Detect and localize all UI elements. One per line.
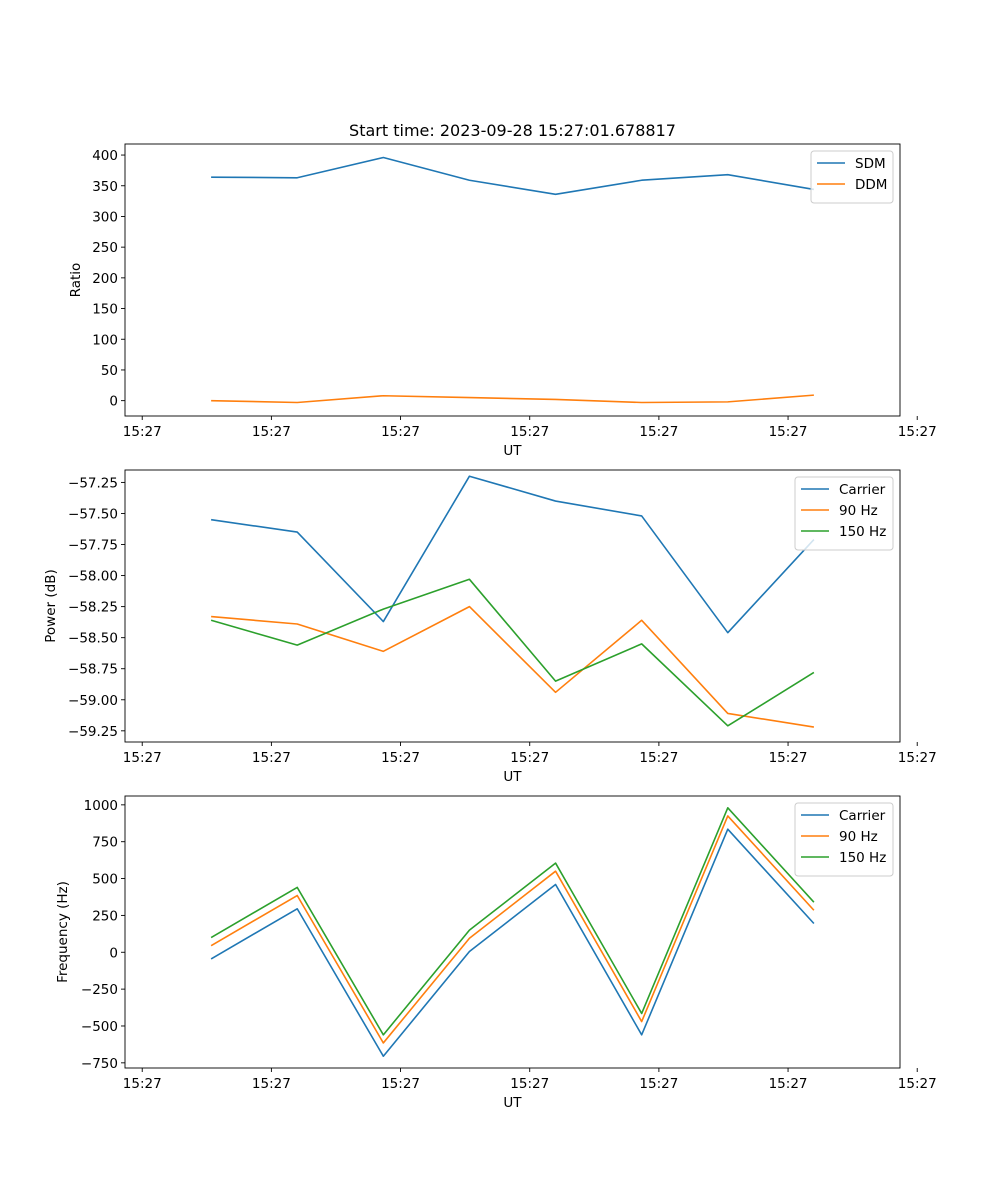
ratio-x-tick-label: 15:27 bbox=[510, 424, 549, 440]
ratio-y-tick-label: 400 bbox=[92, 148, 118, 164]
ratio-x-tick-label: 15:27 bbox=[252, 424, 291, 440]
power-y-tick-label: −58.00 bbox=[68, 569, 118, 585]
frequency-y-tick-label: 750 bbox=[92, 835, 118, 851]
power-y-tick-label: −58.50 bbox=[68, 631, 118, 647]
power-y-tick-label: −57.25 bbox=[68, 475, 118, 491]
ratio-y-tick-label: 50 bbox=[101, 363, 118, 379]
frequency-y-tick-label: −500 bbox=[81, 1019, 118, 1035]
frequency-x-tick-label: 15:27 bbox=[123, 1076, 162, 1092]
frequency-x-tick-label: 15:27 bbox=[639, 1076, 678, 1092]
ratio-y-tick-label: 300 bbox=[92, 209, 118, 225]
power-y-tick-label: −57.75 bbox=[68, 538, 118, 554]
ratio-legend-label-sdm: SDM bbox=[855, 156, 886, 172]
power-x-tick-label: 15:27 bbox=[769, 750, 808, 766]
ratio-x-tick-label: 15:27 bbox=[639, 424, 678, 440]
ratio-x-tick-label: 15:27 bbox=[898, 424, 937, 440]
power-x-tick-label: 15:27 bbox=[510, 750, 549, 766]
frequency-y-tick-label: −750 bbox=[81, 1056, 118, 1072]
frequency-legend-label-carrier: Carrier bbox=[839, 808, 886, 824]
frequency-x-tick-label: 15:27 bbox=[381, 1076, 420, 1092]
power-series-90-hz-line bbox=[211, 605, 815, 728]
ratio-series-ddm-line bbox=[211, 394, 814, 404]
power-x-tick-label: 15:27 bbox=[381, 750, 420, 766]
frequency-x-tick-label: 15:27 bbox=[898, 1076, 937, 1092]
frequency-y-axis-label: Frequency (Hz) bbox=[55, 881, 71, 983]
power-x-tick-label: 15:27 bbox=[639, 750, 678, 766]
ratio-x-tick-label: 15:27 bbox=[769, 424, 808, 440]
ratio-x-tick-label: 15:27 bbox=[381, 424, 420, 440]
frequency-x-tick-label: 15:27 bbox=[252, 1076, 291, 1092]
power-y-tick-label: −59.00 bbox=[68, 693, 118, 709]
power-x-tick-label: 15:27 bbox=[898, 750, 937, 766]
figure-title: Start time: 2023-09-28 15:27:01.678817 bbox=[349, 121, 676, 140]
frequency-y-tick-label: −250 bbox=[81, 982, 118, 998]
power-y-tick-label: −59.25 bbox=[68, 724, 118, 740]
ratio-legend bbox=[810, 150, 894, 204]
power-panel: 15:27 15:27 15:27 15:27 15:27 15:27 15:27 −57.2… bbox=[43, 469, 937, 785]
ratio-x-axis-label: UT bbox=[503, 443, 522, 459]
frequency-series-150-hz-line bbox=[210, 806, 815, 1036]
frequency-axes-frame bbox=[124, 795, 901, 1069]
frequency-x-tick-label: 15:27 bbox=[769, 1076, 808, 1092]
power-y-tick-label: −58.25 bbox=[68, 600, 118, 616]
frequency-legend-label-90-hz: 90 Hz bbox=[839, 829, 878, 845]
ratio-y-tick-label: 250 bbox=[92, 240, 118, 256]
power-legend-label-90-hz: 90 Hz bbox=[839, 503, 878, 519]
ratio-y-tick-label: 350 bbox=[92, 179, 118, 195]
frequency-x-axis-label: UT bbox=[503, 1095, 522, 1111]
power-legend-label-150-hz: 150 Hz bbox=[839, 524, 886, 540]
ratio-y-axis-label: Ratio bbox=[68, 263, 84, 298]
power-series-150-hz-line bbox=[210, 578, 815, 727]
frequency-legend-label-150-hz: 150 Hz bbox=[839, 850, 886, 866]
ratio-y-tick-label: 0 bbox=[109, 394, 118, 410]
power-x-axis-label: UT bbox=[503, 769, 522, 785]
ratio-panel: 15:27 15:27 15:27 15:27 15:27 15:27 15:27 0 50 10… bbox=[68, 143, 937, 459]
power-y-tick-label: −58.75 bbox=[68, 662, 118, 678]
frequency-x-tick-label: 15:27 bbox=[510, 1076, 549, 1092]
ratio-x-tick-label: 15:27 bbox=[123, 424, 162, 440]
ratio-axes-frame bbox=[124, 143, 901, 417]
ratio-y-tick-label: 100 bbox=[92, 332, 118, 348]
ratio-y-tick-label: 200 bbox=[92, 271, 118, 287]
frequency-y-tick-label: 1000 bbox=[84, 798, 118, 814]
frequency-series-90-hz-line bbox=[210, 815, 815, 1044]
power-axes-frame bbox=[124, 469, 901, 743]
ratio-y-tick-label: 150 bbox=[92, 302, 118, 318]
frequency-y-tick-label: 500 bbox=[92, 872, 118, 888]
ratio-series-sdm-line bbox=[211, 156, 815, 196]
power-legend-label-carrier: Carrier bbox=[839, 482, 886, 498]
frequency-panel: 15:27 15:27 15:27 15:27 15:27 15:27 15:27 1000 7… bbox=[55, 795, 937, 1111]
power-y-tick-label: −57.50 bbox=[68, 506, 118, 522]
power-x-tick-label: 15:27 bbox=[123, 750, 162, 766]
frequency-y-tick-label: 0 bbox=[109, 945, 118, 961]
power-x-tick-label: 15:27 bbox=[252, 750, 291, 766]
ratio-legend-label-ddm: DDM bbox=[855, 177, 887, 193]
frequency-series-carrier-line bbox=[210, 828, 815, 1058]
power-y-axis-label: Power (dB) bbox=[43, 569, 59, 642]
frequency-y-tick-label: 250 bbox=[92, 908, 118, 924]
power-series-carrier-line bbox=[210, 475, 815, 634]
